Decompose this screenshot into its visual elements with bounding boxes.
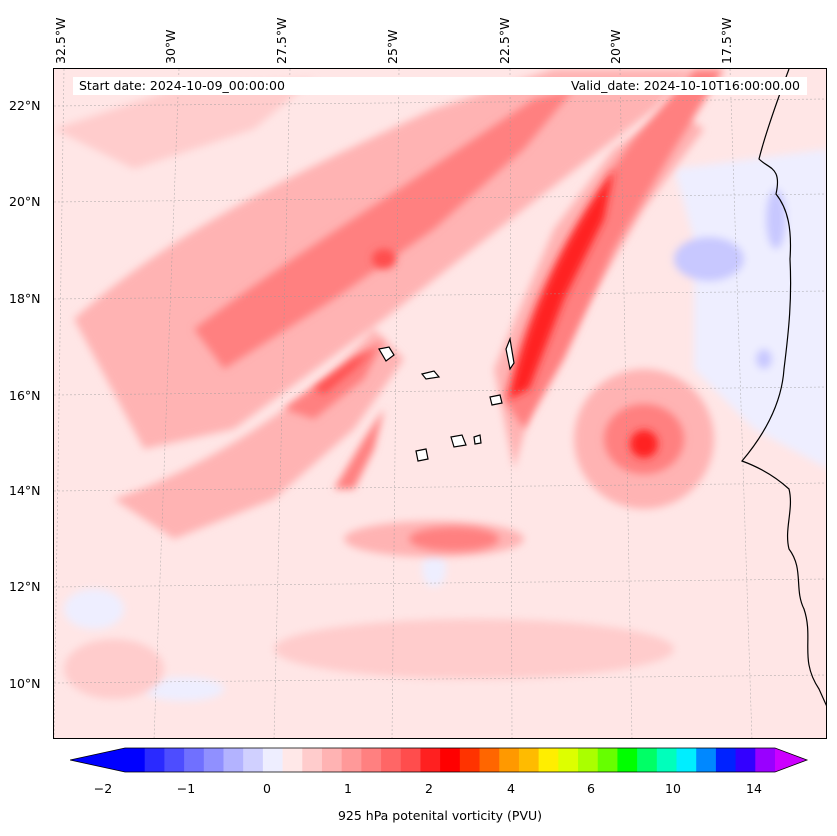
coastlines [378,69,826,707]
colorbar-segment [203,748,224,772]
colorbar-tick-minus-2: −2 [93,781,113,796]
lon-label-20w: 20°W [608,29,623,64]
lon-label-30w: 30°W [163,29,178,64]
colorbar-segment [479,748,500,772]
colorbar-tick-1: 1 [344,781,352,796]
colorbar-segment [381,748,402,772]
map-panel[interactable] [53,68,827,739]
santiago-island [450,434,467,448]
colorbar-segment [735,748,756,772]
lat-label-22n: 22°N [9,98,41,113]
colorbar-segment [617,748,638,772]
colorbar-tick-14: 14 [746,781,762,796]
colorbar-tick-6: 6 [587,781,595,796]
colorbar-label: 925 hPa potenital vorticity (PVU) [337,808,543,823]
pv-field-map [54,69,826,738]
colorbar-segment [302,748,323,772]
colorbar-extend-min [70,748,125,772]
sal-island [505,336,515,371]
colorbar-segment [499,748,520,772]
lat-label-18n: 18°N [9,291,41,306]
colorbar-segment [538,748,559,772]
colorbar-segment [637,748,658,772]
colorbar-segment [715,748,737,772]
colorbar-segment [321,748,343,772]
colorbar-segment [400,748,421,772]
fogo-island [415,448,429,462]
colorbar-segment [282,748,303,772]
colorbar-segment [558,748,579,772]
colorbar-segment [518,748,540,772]
colorbar-tick-minus-1: −1 [176,781,196,796]
boa-vista-island [489,394,503,406]
colorbar-segment [755,748,776,772]
santo-antao-island [378,346,395,362]
lon-label-27-5w: 27.5°W [274,17,289,64]
lat-label-16n: 16°N [9,388,41,403]
colorbar-segment [459,748,481,772]
colorbar-outline [70,747,809,773]
lat-label-14n: 14°N [9,483,41,498]
colorbar-segment [361,748,382,772]
colorbar-segment [341,748,362,772]
colorbar-segment [656,748,678,772]
valid-date-label: Valid_date: 2024-10-10T16:00:00.00 [570,78,800,93]
lon-label-17-5w: 17.5°W [719,17,734,64]
lon-label-22-5w: 22.5°W [497,17,512,64]
sao-nicolau-island [420,370,441,380]
colorbar-segment [262,748,284,772]
colorbar-segment [144,748,165,772]
lon-label-32-5w: 32.5°W [53,17,68,64]
colorbar-segment [420,748,441,772]
colorbar-extend-max [775,748,807,772]
lat-label-20n: 20°N [9,194,41,209]
colorbar-tick-10: 10 [665,781,681,796]
lon-label-25w: 25°W [385,29,400,64]
colorbar-segment [440,748,461,772]
colorbar-segment [696,748,717,772]
strong-pv-cores [314,169,658,458]
negative-pv-patches [64,149,826,701]
maio-island [473,434,482,445]
date-banner [73,77,807,95]
start-date-label: Start date: 2024-10-09_00:00:00 [79,78,285,93]
colorbar-segment [164,748,185,772]
lat-label-12n: 12°N [9,579,41,594]
colorbar-segment [125,748,146,772]
colorbar-segment [676,748,697,772]
colorbar [70,747,809,773]
colorbar-segment [223,748,244,772]
colorbar-tick-0: 0 [263,781,271,796]
colorbar-segment [184,748,205,772]
colorbar-segment [578,748,599,772]
colorbar-tick-4: 4 [507,781,515,796]
colorbar-tick-2: 2 [425,781,433,796]
colorbar-segment [597,748,618,772]
graticule [54,69,826,738]
colorbar-segment [243,748,264,772]
lat-label-10n: 10°N [9,676,41,691]
